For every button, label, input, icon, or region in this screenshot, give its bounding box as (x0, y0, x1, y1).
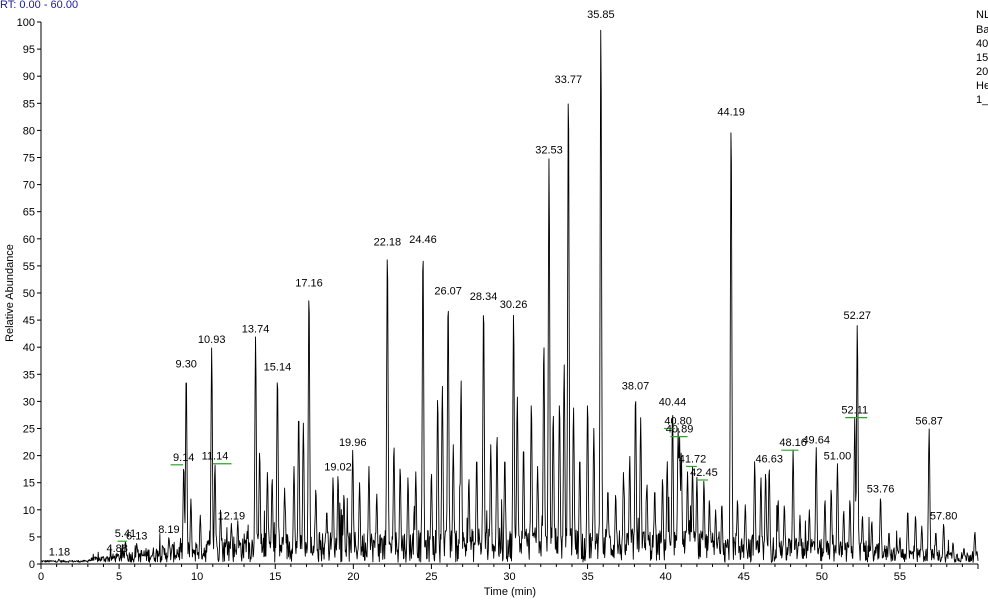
peak-label: 26.07 (434, 285, 462, 297)
y-tick-label: 80 (23, 125, 35, 137)
peak-label: 48.16 (779, 437, 807, 449)
trace-line (40, 29, 979, 564)
y-tick-label: 50 (23, 288, 35, 300)
y-tick-label: 95 (23, 44, 35, 56)
info-panel: NL Ba 40 15 20 He 1_ (976, 9, 988, 106)
peak-label: 56.87 (915, 416, 943, 428)
peak-label: 42.45 (690, 467, 718, 479)
y-tick-label: 90 (23, 71, 35, 83)
peak-label: 57.80 (930, 510, 958, 522)
x-tick-label: 35 (581, 571, 593, 583)
y-tick-label: 85 (23, 98, 35, 110)
peak-label: 40.80 (664, 416, 692, 428)
info-line: 40 (976, 38, 988, 50)
x-tick-label: 40 (660, 571, 672, 583)
plot-area: 1.18 4.88 5.416.13 8.19 9.14 9.30 10.93 11.14 12… (40, 9, 979, 564)
y-tick-label: 0 (29, 559, 35, 571)
x-tick-label: 30 (503, 571, 515, 583)
peak-label: 41.72 (679, 453, 707, 465)
y-tick-label: 10 (23, 505, 35, 517)
peak-label: 38.07 (622, 380, 650, 392)
peak-label: 19.96 (339, 437, 367, 449)
peak-labels: 1.18 4.88 5.416.13 8.19 9.14 9.30 10.93 11.14 12… (49, 9, 958, 559)
peak-label: 4.88 (106, 543, 127, 555)
peak-label: 22.18 (374, 237, 402, 249)
rt-range-label: RT: 0.00 - 60.00 (0, 0, 78, 11)
peak-label: 52.27 (844, 310, 872, 322)
y-tick-label: 35 (23, 369, 35, 381)
info-line: 20 (976, 66, 988, 78)
info-line: Ba (976, 24, 988, 36)
y-ticks: 0 5 10 15 20 25 30 35 40 45 50 55 60 65 70 75 80 85 90 95 10… (17, 17, 41, 571)
y-axis-title: Relative Abundance (4, 244, 16, 342)
x-tick-label: 25 (425, 571, 437, 583)
x-tick-label: 15 (269, 571, 281, 583)
y-tick-label: 5 (29, 532, 35, 544)
peak-label: 5.41 (115, 528, 136, 540)
peak-label: 9.30 (176, 359, 197, 371)
peak-label: 19.02 (324, 462, 352, 474)
x-axis-title: Time (min) (484, 586, 536, 598)
peak-label: 10.93 (198, 334, 226, 346)
peak-label: 1.18 (49, 547, 70, 559)
peak-label: 30.26 (500, 299, 528, 311)
x-tick-label: 50 (816, 571, 828, 583)
peak-label: 40.44 (659, 397, 687, 409)
info-line: 15 (976, 52, 988, 64)
y-tick-label: 30 (23, 396, 35, 408)
y-tick-label: 40 (23, 342, 35, 354)
y-tick-label: 45 (23, 315, 35, 327)
peak-label: 15.14 (264, 361, 292, 373)
y-tick-label: 60 (23, 234, 35, 246)
y-tick-label: 20 (23, 451, 35, 463)
peak-label: 6.13 (126, 530, 147, 542)
y-tick-label: 25 (23, 424, 35, 436)
x-tick-label: 10 (191, 571, 203, 583)
x-tick-label: 5 (116, 571, 122, 583)
peak-label: 28.34 (470, 291, 498, 303)
x-tick-label: 55 (894, 571, 906, 583)
peak-label: 49.64 (802, 434, 830, 446)
peak-label: 9.14 (173, 452, 194, 464)
chromatogram-trace (40, 29, 979, 564)
peak-label: 17.16 (295, 277, 323, 289)
peak-label: 53.76 (867, 483, 895, 495)
peak-label: 46.63 (755, 453, 783, 465)
peak-label: 35.85 (587, 9, 615, 21)
info-line: NL (976, 9, 988, 21)
x-tick-label: 45 (738, 571, 750, 583)
peak-label: 13.74 (242, 323, 270, 335)
y-tick-label: 75 (23, 153, 35, 165)
y-tick-label: 100 (17, 17, 35, 29)
y-tick-label: 70 (23, 180, 35, 192)
peak-label: 12.19 (218, 510, 246, 522)
x-tick-label: 20 (347, 571, 359, 583)
peak-label: 33.77 (555, 74, 583, 86)
peak-label: 51.00 (824, 451, 852, 463)
peak-label: 52.11 (841, 405, 868, 417)
peak-label: 44.19 (717, 107, 745, 119)
peak-label: 24.46 (409, 234, 437, 246)
peak-label: 40.89 (666, 424, 694, 436)
baseline-markers (117, 417, 868, 542)
x-ticks: 0 5 10 15 20 25 30 35 40 45 50 55 (38, 564, 979, 583)
peak-label: 8.19 (158, 524, 179, 536)
y-tick-label: 15 (23, 478, 35, 490)
axes: 0510152025303540455055606570758085909510… (17, 17, 979, 583)
y-tick-label: 55 (23, 261, 35, 273)
y-tick-label: 65 (23, 207, 35, 219)
x-tick-label: 0 (38, 571, 44, 583)
info-line: 1_ (976, 94, 988, 106)
peak-label: 32.53 (535, 145, 563, 157)
peak-label: 11.14 (202, 451, 229, 463)
info-line: He (976, 80, 988, 92)
